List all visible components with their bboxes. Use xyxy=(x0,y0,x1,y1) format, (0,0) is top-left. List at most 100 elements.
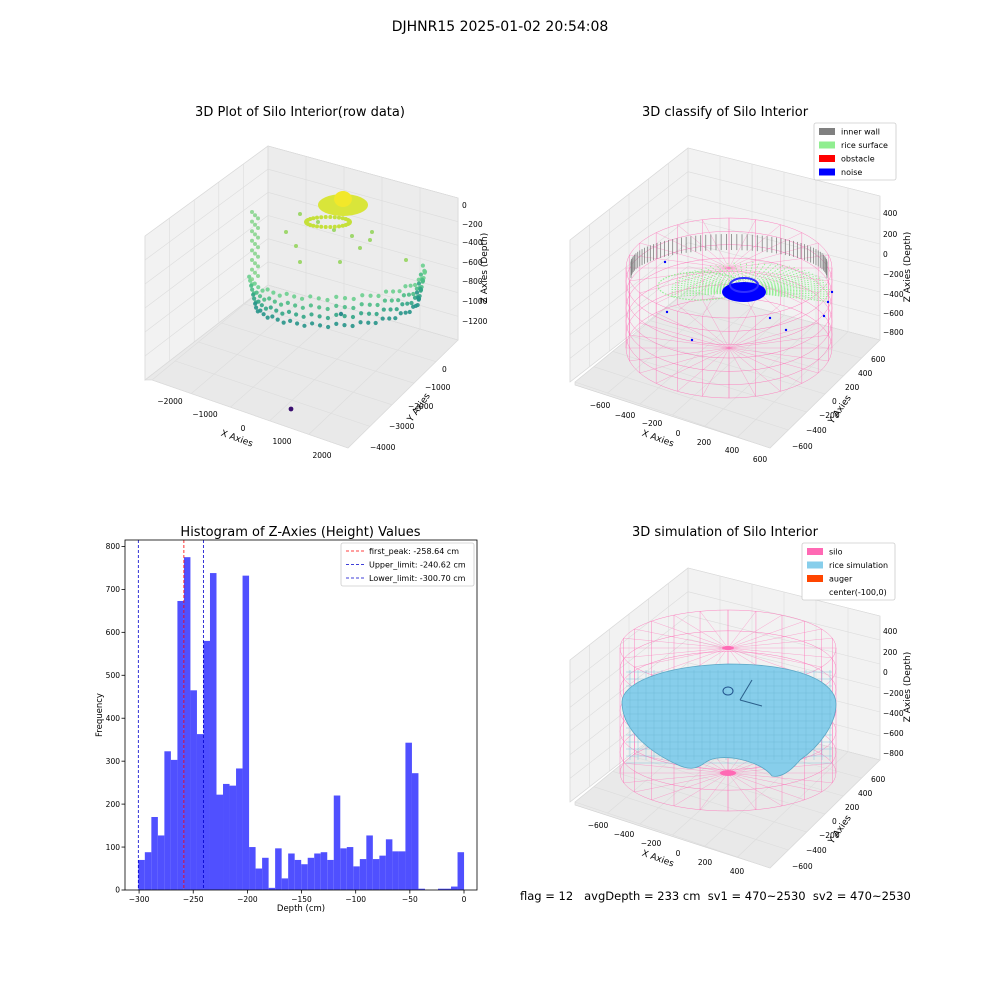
simulation-x-tick-label: −400 xyxy=(614,830,635,839)
raw-data-point xyxy=(342,295,348,301)
simulation-z-tick-label: −800 xyxy=(883,749,904,758)
legend-label-rice-simulation: rice simulation xyxy=(829,561,888,570)
raw-data-point xyxy=(328,215,333,220)
classify-rice-surface xyxy=(744,271,810,293)
legend-swatch-noise xyxy=(819,168,835,176)
histogram-bar xyxy=(177,600,184,890)
classify-z-tick-label: −400 xyxy=(883,290,904,299)
raw-data-point xyxy=(350,314,356,320)
raw-data-point xyxy=(286,309,292,314)
classify-x-tick-label: 0 xyxy=(676,429,681,438)
raw-data-point xyxy=(396,298,401,303)
raw-data-point xyxy=(422,268,427,273)
grid-line xyxy=(144,238,269,333)
silo-wire-spoke xyxy=(623,772,729,784)
raw-outlier-point xyxy=(338,311,344,317)
raw-data-point xyxy=(256,226,260,230)
silo-wire-spoke xyxy=(727,611,757,649)
raw-data-point xyxy=(256,235,260,240)
silo-wire-spoke xyxy=(699,611,729,649)
raw-data-point xyxy=(380,316,385,321)
raw-data-point xyxy=(407,309,412,315)
classify-rice-surface xyxy=(744,291,830,295)
raw-data-point xyxy=(323,224,328,229)
grid-line xyxy=(221,322,415,384)
raw-data-point xyxy=(298,260,302,264)
raw-data-point xyxy=(398,311,403,316)
simulation-rice-surface xyxy=(621,663,837,777)
raw-data-point xyxy=(247,274,252,279)
raw-data-point xyxy=(325,306,330,312)
simulation-x-tick-label: 200 xyxy=(698,858,713,867)
raw-data-point xyxy=(409,300,414,306)
silo-wire-spoke xyxy=(639,242,730,269)
legend-label-obstacle: obstacle xyxy=(841,155,875,164)
histogram-bar xyxy=(236,768,243,890)
raw-z-tick-label: 0 xyxy=(462,201,467,210)
raw-data-point xyxy=(275,317,280,322)
raw-data-point xyxy=(253,301,258,306)
raw-data-point xyxy=(252,296,257,301)
raw-data-point xyxy=(253,305,259,310)
classify-rice-surface xyxy=(676,279,746,293)
classify-noise-cluster xyxy=(729,277,759,293)
silo-wire-spoke xyxy=(629,347,730,362)
raw-data-point xyxy=(383,289,389,294)
raw-data-point xyxy=(317,314,322,319)
silo-wire-spoke xyxy=(623,637,729,649)
histogram-x-tick-label: 0 xyxy=(462,895,467,904)
histogram-bar xyxy=(372,859,380,890)
histogram-legend: first_peak: -258.64 cm Upper_limit: -240.… xyxy=(340,542,475,587)
raw-data-point xyxy=(294,321,300,326)
raw-data-point xyxy=(343,222,348,227)
grid-line xyxy=(144,284,269,381)
legend-swatch-rice-surface xyxy=(819,141,835,149)
silo-wire-spoke xyxy=(728,347,756,397)
raw-data-point xyxy=(253,232,257,237)
silo-wire-spoke xyxy=(727,772,822,793)
raw-data-point xyxy=(389,298,394,303)
silo-wire-spoke xyxy=(634,772,729,793)
silo-wire-spoke xyxy=(727,772,805,801)
figure-suptitle: DJHNR15 2025-01-02 20:54:08 xyxy=(392,19,609,35)
raw-data-point xyxy=(254,290,259,295)
silo-wire-spoke xyxy=(702,299,730,349)
raw-data-point xyxy=(249,283,254,288)
silo-wire-spoke xyxy=(651,772,729,801)
raw-data-point xyxy=(416,281,422,286)
raw-data-point xyxy=(374,311,379,317)
raw-data-point xyxy=(388,307,393,312)
grid-line xyxy=(144,168,269,261)
raw-data-point xyxy=(337,224,341,229)
silo-wire-spoke xyxy=(727,614,783,649)
raw-data-point xyxy=(381,307,386,312)
raw-data-point xyxy=(259,303,264,308)
raw-data-point xyxy=(315,215,319,220)
raw-data-point xyxy=(368,293,373,298)
histogram-y-tick-label: 200 xyxy=(106,800,121,809)
classify-z-tick-label: −800 xyxy=(883,328,904,337)
raw-data-point xyxy=(256,216,260,221)
silo-wire-spoke xyxy=(651,647,729,676)
histogram-bar xyxy=(398,851,406,890)
histogram-bar xyxy=(151,816,158,890)
histogram-y-axis-label: Frequency xyxy=(95,693,105,737)
silo-wire-spoke xyxy=(727,772,757,810)
classify-y-tick-label: 400 xyxy=(858,369,873,378)
histogram-bar xyxy=(405,742,412,890)
classify-legend: inner wall rice surface obstacle noise xyxy=(813,122,897,181)
classify-z-tick-label: −600 xyxy=(883,309,904,318)
silo-wire-spoke xyxy=(727,637,833,649)
simulation-z-tick-label: −200 xyxy=(883,689,904,698)
silo-wire-spoke xyxy=(639,267,730,294)
silo-wire-spoke xyxy=(727,647,833,659)
raw-data-point xyxy=(338,260,342,264)
raw-data-point xyxy=(375,302,380,308)
raw-y-tick-label: −1000 xyxy=(425,383,451,392)
simulation-z-tick-label: 200 xyxy=(883,648,898,657)
histogram-y-tick-label: 800 xyxy=(106,542,121,551)
raw-x-tick-label: −2000 xyxy=(157,397,183,406)
legend-swatch-silo xyxy=(807,548,823,555)
raw-data-point xyxy=(342,304,347,310)
classify-x-axis-label: X Axies xyxy=(640,429,675,450)
